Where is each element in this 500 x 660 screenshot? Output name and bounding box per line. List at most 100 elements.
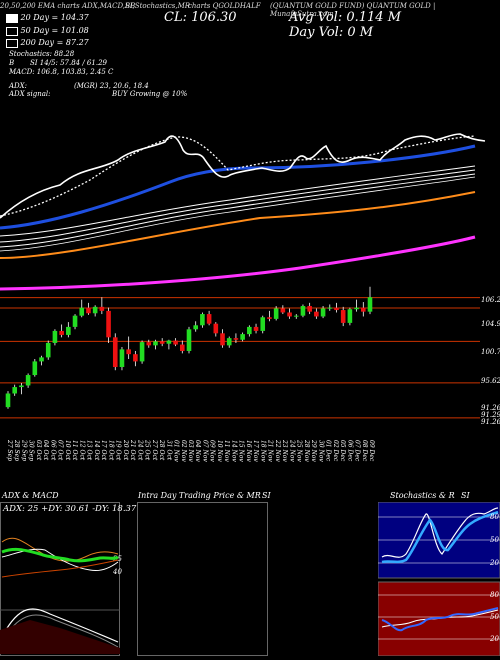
stochastics-value: Stochastics: 88.28 <box>9 50 75 58</box>
candle-body <box>367 297 373 312</box>
date-label: 27 Oct <box>151 439 158 461</box>
date-label: 25 Nov <box>296 439 303 462</box>
candle-body <box>300 306 306 316</box>
stoch-tick-80: 80 <box>490 513 499 521</box>
intraday-panel-si: SI <box>262 491 271 500</box>
date-label: 31 Oct <box>165 440 172 461</box>
date-label: 12 Oct <box>78 440 85 461</box>
candle-body <box>213 323 219 334</box>
adx-signal-value: BUY Growing @ 10% <box>112 90 188 98</box>
candle-body <box>159 341 165 344</box>
level-label-2: 100.79 <box>481 348 500 356</box>
date-label: 09 Dec <box>368 440 375 462</box>
adx-right-label-1: 25 <box>113 555 122 563</box>
adx-right-label-2: 40 <box>113 568 122 576</box>
date-label: 18 Oct <box>107 440 114 461</box>
candle-body <box>153 341 158 346</box>
candle-body <box>314 311 319 317</box>
ema50-legend: 50 Day = 101.08 <box>6 26 89 36</box>
date-label: 08 Dec <box>361 440 368 462</box>
date-label: 30 Sep <box>28 440 35 461</box>
avg-volume: Avg Vol: 0.114 M <box>289 10 402 25</box>
candle-body <box>39 357 44 362</box>
date-label: 07 Dec <box>354 440 361 462</box>
date-label: 04 Oct <box>42 440 49 461</box>
date-label: 28 Oct <box>158 439 165 461</box>
candle-body <box>193 325 199 330</box>
date-label: 11 Nov <box>223 440 230 462</box>
candle-body <box>32 361 38 376</box>
candle-body <box>5 393 11 408</box>
candle-body <box>173 340 178 345</box>
stoch-panel-title: Stochastics & R <box>390 491 455 500</box>
si-tick-20: 20 <box>490 635 499 643</box>
ema50-band <box>0 191 476 259</box>
candle-body <box>126 349 131 355</box>
candle-body <box>72 315 78 327</box>
stoch-tick-50: 50 <box>490 536 499 544</box>
candle-body <box>166 340 172 344</box>
day-volume: Day Vol: 0 M <box>289 25 374 40</box>
candle-body <box>247 326 252 335</box>
intraday-panel-title: Intra Day Trading Price & MR <box>138 491 261 500</box>
date-label: 30 Nov <box>317 440 324 462</box>
date-label: 24 Oct <box>136 439 143 461</box>
date-label: 15 Nov <box>238 440 245 462</box>
chart-title-left: 20,50,200 EMA charts ADX,MACD,BB <box>0 2 136 10</box>
si-tick-50: 50 <box>490 613 499 621</box>
date-label: 02 Nov <box>180 440 187 462</box>
candle-body <box>327 307 333 309</box>
adx-label: ADX: <box>9 82 28 90</box>
date-label: 25 Oct <box>144 439 151 461</box>
candle-body <box>45 342 51 358</box>
candle-body <box>267 317 272 319</box>
level-label-6: 91.26 <box>481 418 500 426</box>
date-label: 10 Oct <box>64 440 71 461</box>
candle-body <box>179 344 185 351</box>
candle-body <box>340 310 346 323</box>
date-label: 14 Nov <box>230 440 237 462</box>
date-label: 18 Nov <box>259 440 266 462</box>
adx-signal-label: ADX signal: <box>9 90 51 98</box>
date-label: 17 Nov <box>252 440 259 462</box>
candle-body <box>293 315 299 317</box>
candle-body <box>79 307 85 316</box>
chart-title-code: charts QGOLDHALF <box>188 2 261 10</box>
date-label: 06 Dec <box>346 440 353 462</box>
date-label: 29 Sep <box>20 439 27 461</box>
date-label: 09 Nov <box>209 440 216 462</box>
date-label: 03 Nov <box>187 440 194 462</box>
candle-body <box>240 334 245 340</box>
date-label: 22 Nov <box>274 439 281 462</box>
date-label: 29 Nov <box>310 439 317 462</box>
level-label-4: 91.26 <box>481 404 500 412</box>
adx-panel <box>0 502 120 656</box>
candle-body <box>273 308 279 319</box>
ema200-band <box>0 235 476 291</box>
candle-body <box>139 342 145 362</box>
candle-body <box>360 307 366 312</box>
ema20-band <box>0 144 476 230</box>
date-label: 05 Dec <box>339 440 346 462</box>
b-label: B <box>9 59 15 67</box>
macd-value: MACD: 106.8, 103.83, 2.45 C <box>9 68 114 76</box>
candle-body <box>112 337 118 368</box>
candle-body <box>307 306 312 312</box>
stoch-panel-si: SI <box>461 491 470 500</box>
date-label: 14 Oct <box>93 440 100 461</box>
date-label: 20 Oct <box>122 439 129 461</box>
date-label: 13 Oct <box>86 440 93 461</box>
candle-body <box>280 308 286 313</box>
candle-body <box>19 385 24 388</box>
candle-body <box>186 329 192 351</box>
date-label: 01 Nov <box>173 440 180 462</box>
candle-body <box>253 326 259 331</box>
ema20-legend: 20 Day = 104.37 <box>6 13 89 23</box>
level-label-1: 104.95 <box>481 320 500 328</box>
candle-body <box>226 338 232 346</box>
date-label: 07 Oct <box>57 440 64 461</box>
candle-body <box>92 306 98 314</box>
ema200-legend: 200 Day = 87.27 <box>6 38 89 48</box>
candle-body <box>354 307 359 310</box>
date-label: 28 Sep <box>13 439 20 461</box>
